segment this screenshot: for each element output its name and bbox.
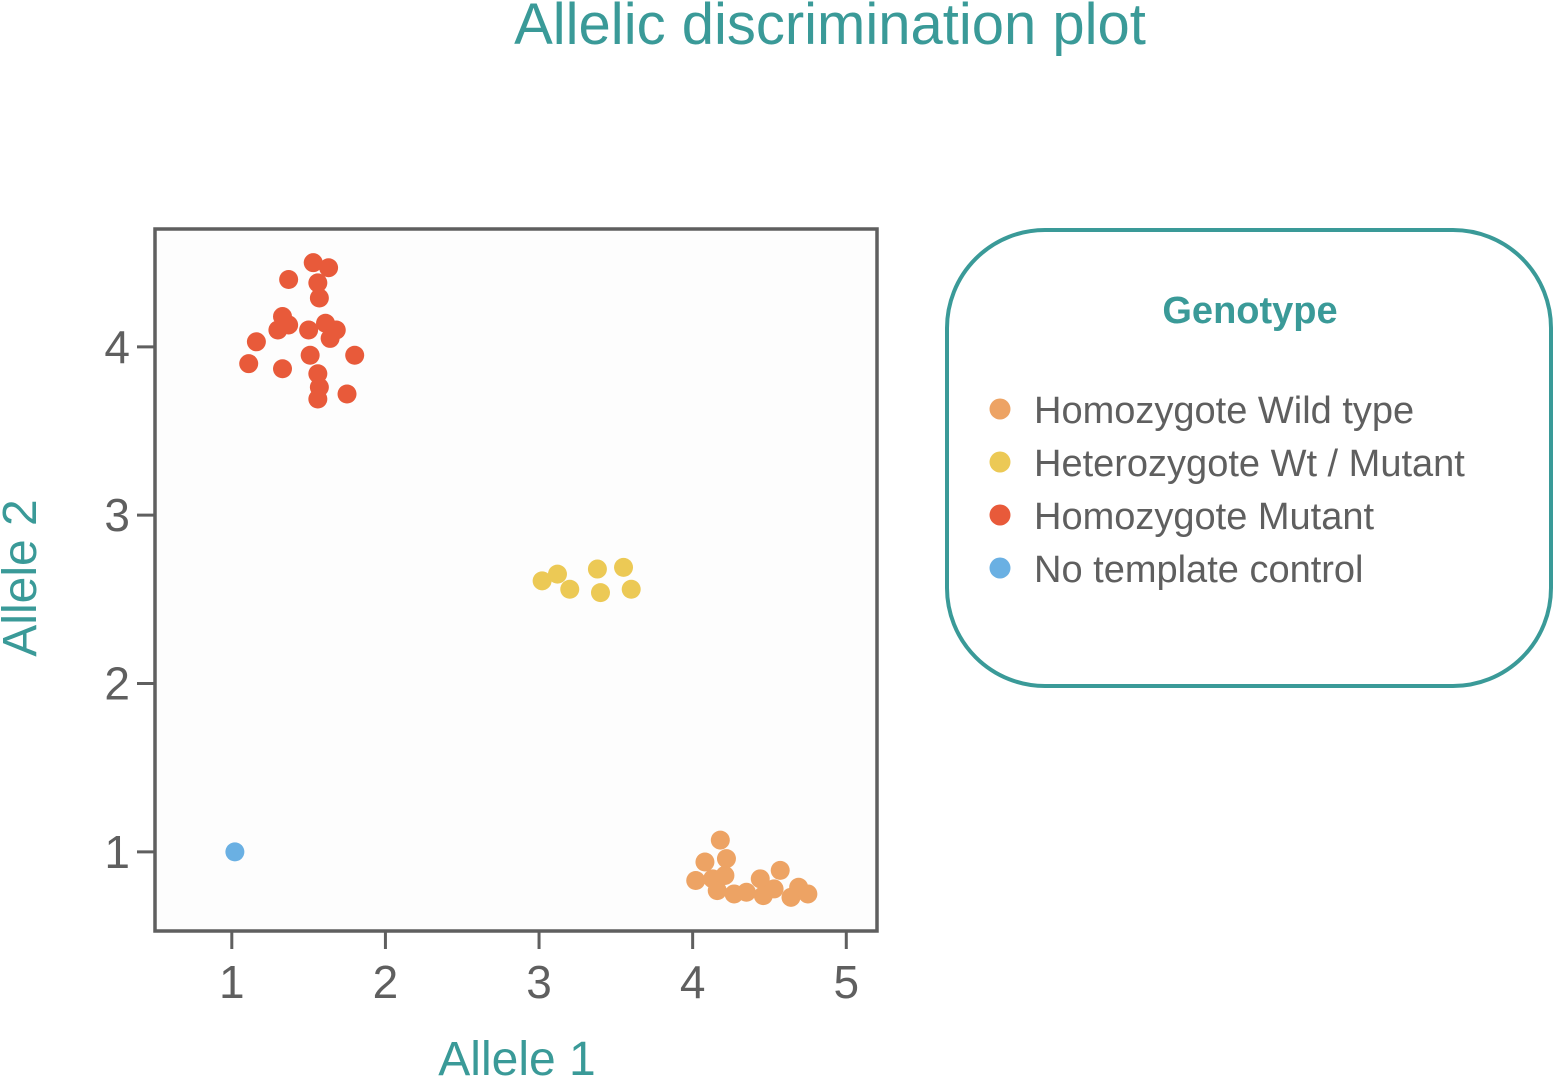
y-axis-title: Allele 2 <box>0 499 47 656</box>
data-point <box>308 389 328 409</box>
data-point <box>337 384 357 404</box>
legend-marker <box>989 398 1011 420</box>
data-point <box>320 328 340 348</box>
plot-frame <box>153 227 879 933</box>
data-point <box>798 884 818 904</box>
x-tick-label: 5 <box>833 956 859 1008</box>
y-tick-label: 2 <box>104 658 130 710</box>
x-tick-label: 1 <box>219 956 245 1008</box>
chart-title: Allelic discrimination plot <box>514 0 1146 57</box>
legend-title: Genotype <box>1162 290 1337 332</box>
data-point <box>587 559 607 579</box>
x-tick-label: 3 <box>526 956 552 1008</box>
data-point <box>273 359 293 379</box>
data-point <box>532 571 552 591</box>
data-points <box>225 253 818 907</box>
data-point <box>770 860 790 880</box>
x-axis-ticks: 1 2 3 4 5 <box>219 931 859 1008</box>
data-point <box>299 320 319 340</box>
x-tick-label: 2 <box>373 956 399 1008</box>
x-axis-title: Allele 1 <box>438 1033 595 1080</box>
data-point <box>707 881 727 901</box>
legend-label: Homozygote Wild type <box>1034 390 1414 432</box>
data-point <box>279 270 299 290</box>
data-point <box>695 852 715 872</box>
legend-label: Homozygote Mutant <box>1034 496 1374 538</box>
legend-label: Heterozygote Wt / Mutant <box>1034 443 1465 485</box>
data-point <box>710 830 730 850</box>
data-point <box>239 354 259 374</box>
legend-marker <box>989 557 1011 579</box>
legend-marker <box>989 451 1011 473</box>
data-point <box>303 253 323 273</box>
data-point <box>300 345 320 365</box>
legend-items: Homozygote Wild type Heterozygote Wt / Mu… <box>989 390 1465 591</box>
data-point <box>764 879 784 899</box>
data-point <box>590 583 610 603</box>
data-point <box>716 849 736 869</box>
data-point <box>319 258 339 278</box>
data-point <box>750 869 770 889</box>
legend-marker <box>989 504 1011 526</box>
legend: Genotype Homozygote Wild type Heterozygot… <box>945 228 1553 688</box>
legend-label: No template control <box>1034 549 1364 591</box>
data-point <box>345 345 365 365</box>
data-point <box>621 579 641 599</box>
data-point <box>246 332 266 352</box>
y-axis-ticks: 1 2 3 4 <box>104 321 155 878</box>
data-point <box>547 564 567 584</box>
data-point <box>715 865 735 885</box>
y-tick-label: 1 <box>104 826 130 878</box>
data-point <box>736 882 756 902</box>
data-point <box>309 288 329 308</box>
data-point <box>308 273 328 293</box>
data-point <box>686 870 706 890</box>
data-point <box>268 320 288 340</box>
y-tick-label: 3 <box>104 489 130 541</box>
y-tick-label: 4 <box>104 321 130 373</box>
legend-box <box>945 228 1553 688</box>
data-point <box>225 842 245 862</box>
data-point <box>560 579 580 599</box>
data-point <box>614 557 634 577</box>
x-tick-label: 4 <box>680 956 706 1008</box>
